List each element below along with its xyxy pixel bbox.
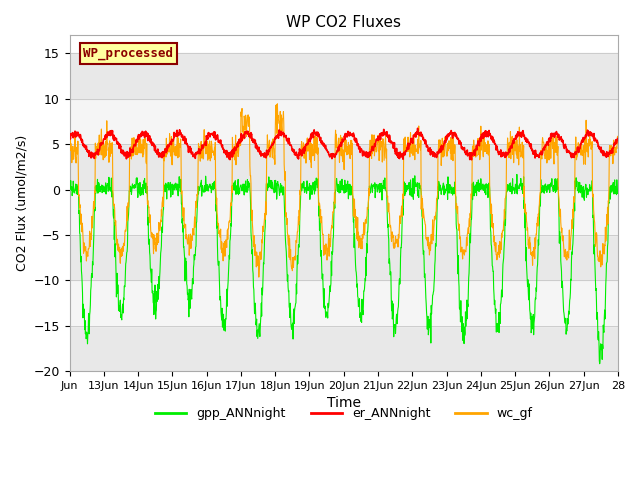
er_ANNnight <box>319 140 326 145</box>
Bar <box>70 99 618 144</box>
gpp_ANNnight <box>596 361 604 367</box>
er_ANNnight <box>329 154 337 160</box>
er_ANNnight <box>414 125 422 131</box>
Bar <box>70 235 618 280</box>
wc_gf <box>255 274 262 280</box>
wc_gf <box>474 143 481 148</box>
wc_gf <box>554 150 561 156</box>
er_ANNnight <box>614 136 621 142</box>
gpp_ANNnight <box>607 185 615 191</box>
X-axis label: Time: Time <box>327 396 361 410</box>
wc_gf <box>607 143 615 148</box>
gpp_ANNnight <box>473 193 481 199</box>
Line: gpp_ANNnight: gpp_ANNnight <box>70 174 618 364</box>
gpp_ANNnight <box>554 182 561 188</box>
wc_gf <box>66 147 74 153</box>
Title: WP CO2 Fluxes: WP CO2 Fluxes <box>286 15 401 30</box>
wc_gf <box>319 244 327 250</box>
gpp_ANNnight <box>513 171 521 177</box>
Bar <box>70 280 618 326</box>
Line: er_ANNnight: er_ANNnight <box>70 128 618 160</box>
Bar <box>70 53 618 99</box>
wc_gf <box>273 101 281 107</box>
Bar <box>70 190 618 235</box>
Bar <box>70 144 618 190</box>
er_ANNnight <box>152 143 159 149</box>
Bar <box>70 326 618 371</box>
gpp_ANNnight <box>319 271 326 277</box>
wc_gf <box>152 246 159 252</box>
gpp_ANNnight <box>614 191 621 196</box>
er_ANNnight <box>66 135 74 141</box>
gpp_ANNnight <box>66 183 74 189</box>
Line: wc_gf: wc_gf <box>70 104 618 277</box>
gpp_ANNnight <box>152 306 159 312</box>
wc_gf <box>330 205 338 211</box>
er_ANNnight <box>474 143 481 148</box>
er_ANNnight <box>607 151 615 156</box>
Text: WP_processed: WP_processed <box>83 47 173 60</box>
Legend: gpp_ANNnight, er_ANNnight, wc_gf: gpp_ANNnight, er_ANNnight, wc_gf <box>150 402 538 425</box>
Y-axis label: CO2 Flux (umol/m2/s): CO2 Flux (umol/m2/s) <box>15 135 28 271</box>
er_ANNnight <box>468 157 476 163</box>
er_ANNnight <box>554 131 561 136</box>
gpp_ANNnight <box>329 236 337 242</box>
wc_gf <box>614 133 621 139</box>
